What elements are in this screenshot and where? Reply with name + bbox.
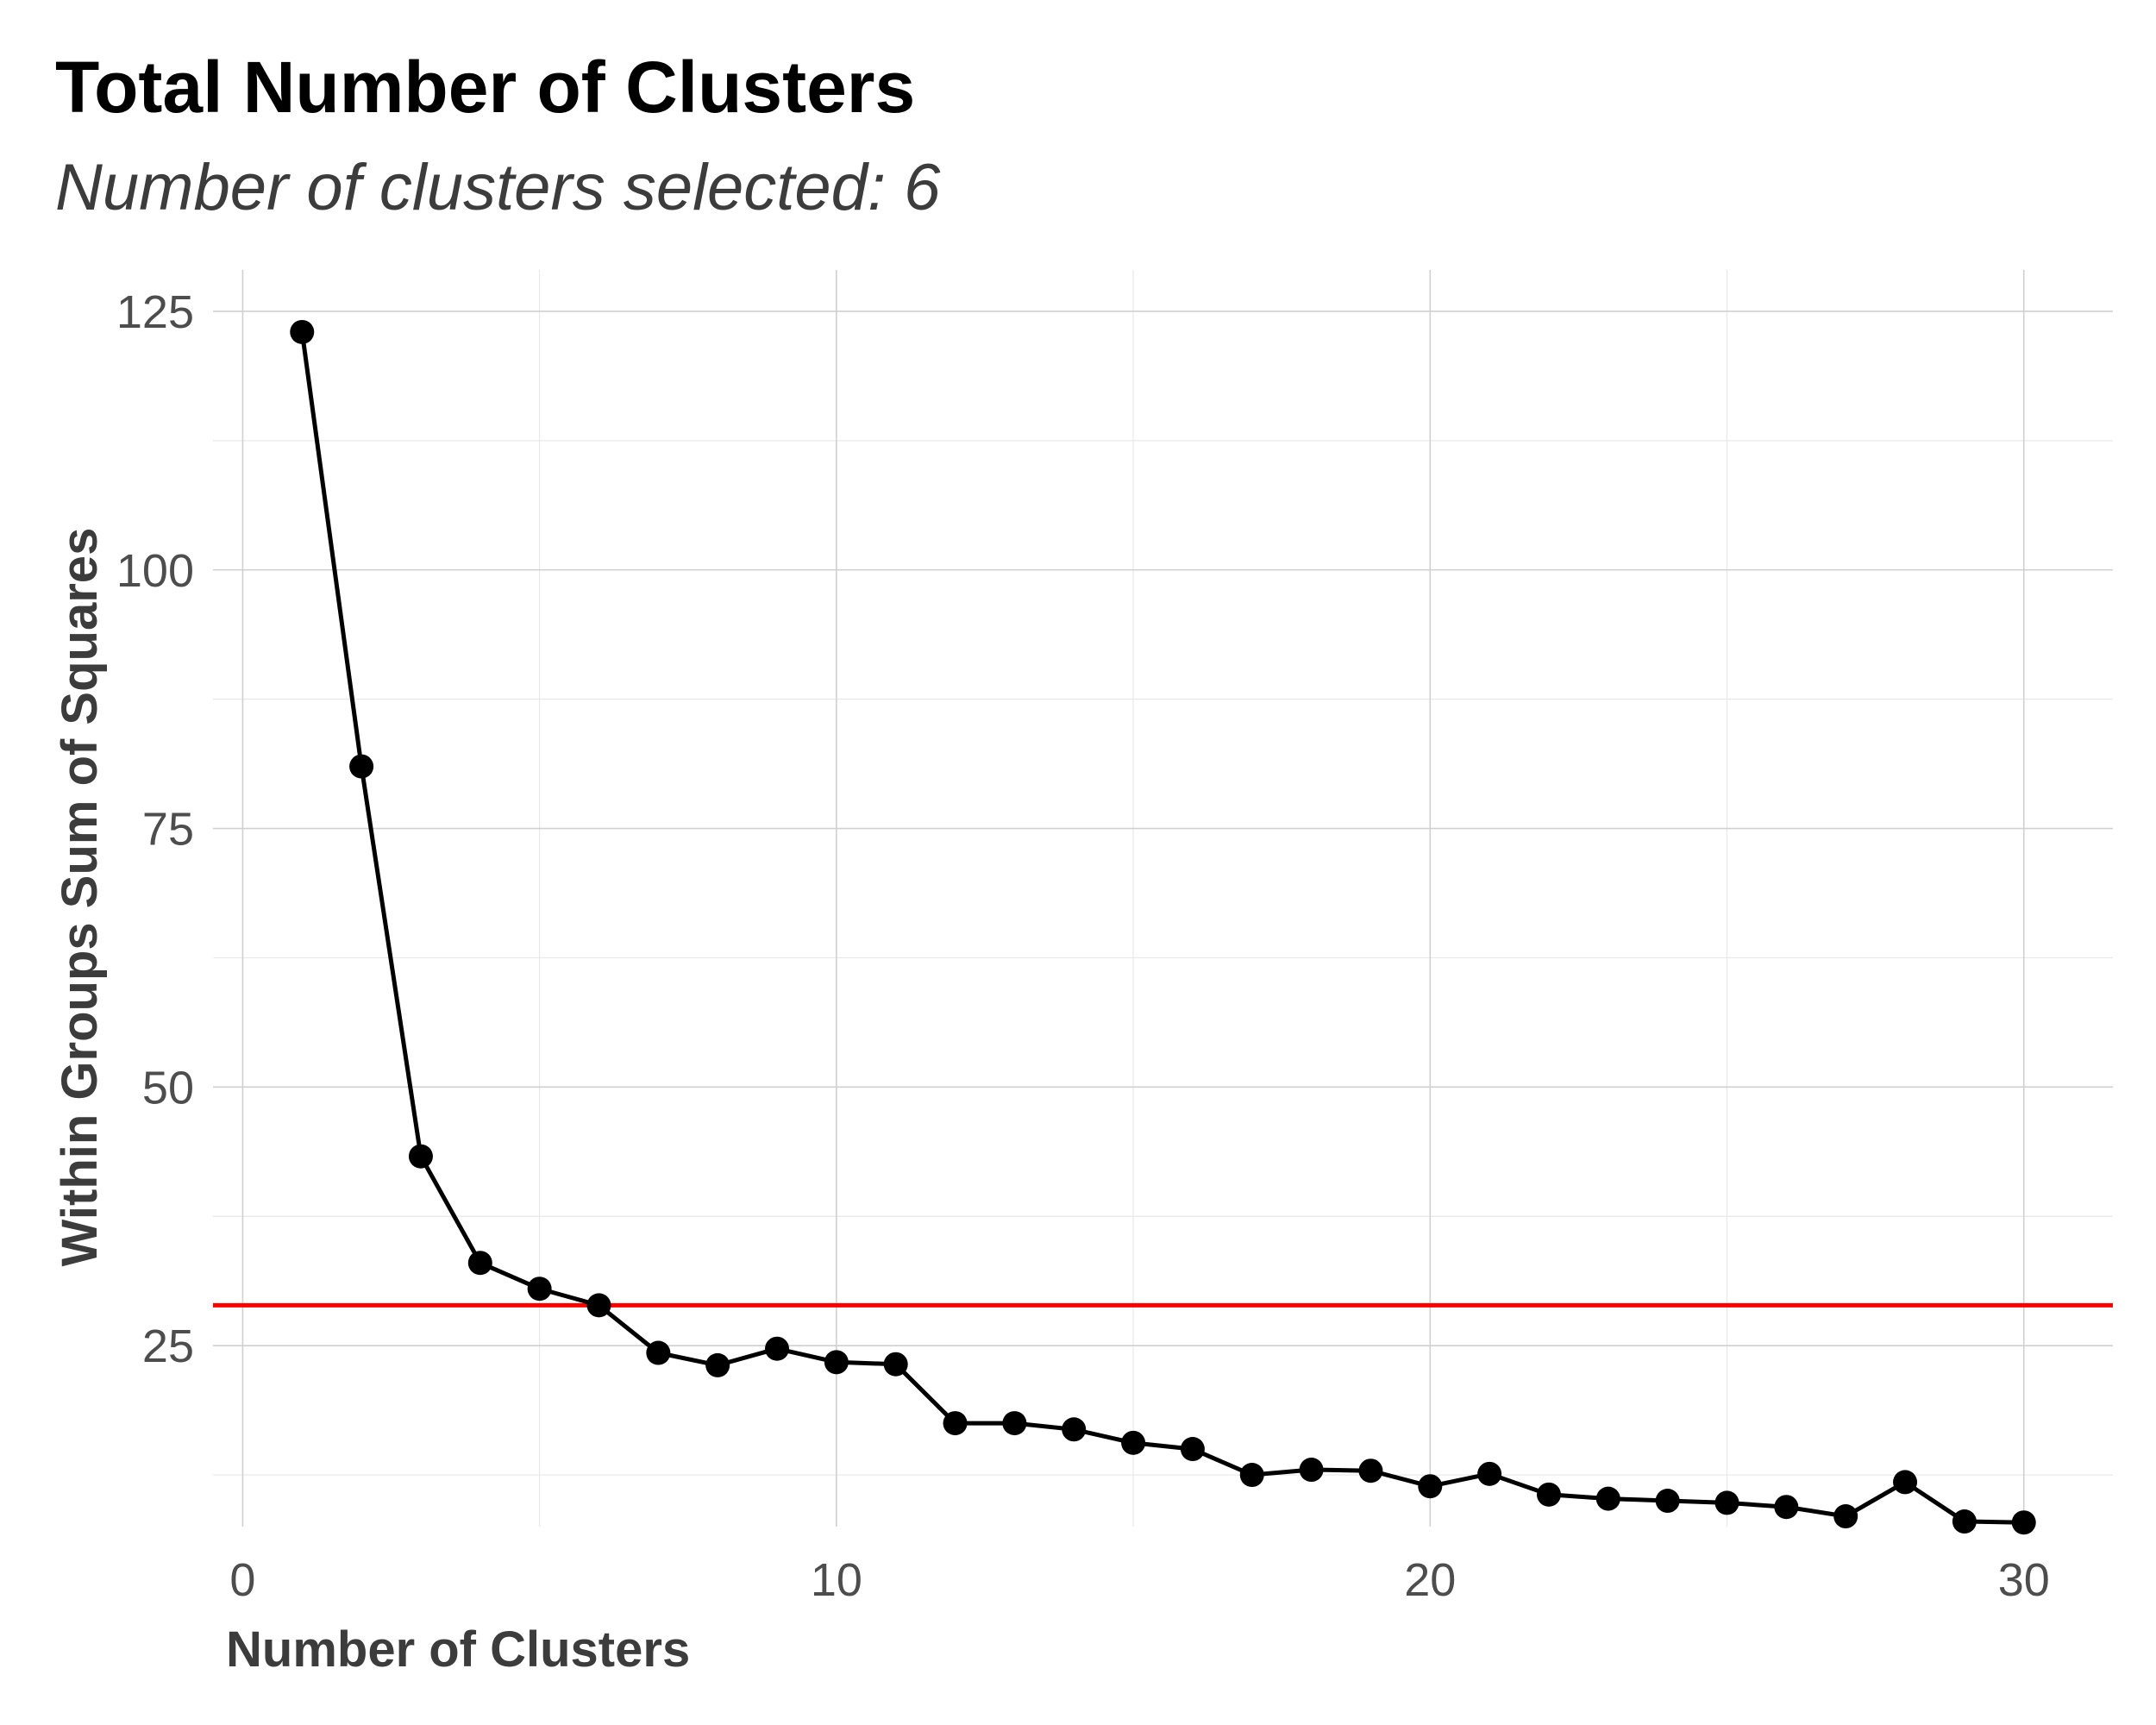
x-tick-label: 20 xyxy=(1404,1554,1456,1606)
series-layer xyxy=(290,319,2036,1535)
x-tick-label: 30 xyxy=(1998,1554,2050,1606)
data-point xyxy=(1239,1463,1264,1488)
x-tick-label: 10 xyxy=(811,1554,862,1606)
data-point xyxy=(1180,1437,1205,1462)
data-point xyxy=(1062,1417,1087,1442)
data-point xyxy=(1952,1509,1977,1534)
y-axis-title: Within Groups Sum of Squares xyxy=(52,528,108,1267)
gridlines xyxy=(213,270,2113,1527)
data-point xyxy=(1893,1470,1918,1495)
data-point xyxy=(1477,1461,1502,1486)
data-point xyxy=(1002,1411,1027,1436)
data-point xyxy=(705,1352,730,1377)
data-point xyxy=(1299,1458,1324,1483)
data-point xyxy=(765,1336,790,1361)
data-point xyxy=(1418,1474,1443,1499)
data-point xyxy=(586,1293,611,1318)
chart-title: Total Number of Clusters xyxy=(55,47,915,128)
data-point xyxy=(883,1352,908,1377)
data-point xyxy=(824,1350,849,1375)
x-axis-title: Number of Clusters xyxy=(226,1622,690,1678)
x-tick-label: 0 xyxy=(229,1554,255,1606)
y-tick-label: 75 xyxy=(142,804,194,856)
data-point xyxy=(290,319,315,344)
data-point xyxy=(646,1340,671,1365)
y-tick-label: 125 xyxy=(116,286,194,338)
data-point xyxy=(349,754,374,779)
data-point xyxy=(1121,1430,1146,1455)
data-point xyxy=(1595,1486,1620,1511)
chart-subtitle: Number of clusters selected: 6 xyxy=(55,151,941,224)
data-point xyxy=(467,1251,492,1276)
y-tick-label: 50 xyxy=(142,1062,194,1113)
data-point xyxy=(1833,1504,1858,1529)
data-point xyxy=(1714,1490,1739,1515)
data-point xyxy=(1358,1458,1383,1484)
data-point xyxy=(408,1144,433,1169)
data-point xyxy=(943,1411,968,1436)
data-point xyxy=(527,1276,552,1302)
tick-labels: 25 50 75 100 125 0 10 20 30 xyxy=(116,286,2050,1606)
data-point xyxy=(1655,1489,1680,1514)
data-point xyxy=(1774,1495,1799,1520)
y-tick-label: 100 xyxy=(116,545,194,597)
series-line xyxy=(299,331,2024,1525)
data-point xyxy=(2011,1510,2036,1535)
data-point xyxy=(1536,1482,1561,1507)
y-tick-label: 25 xyxy=(142,1320,194,1372)
